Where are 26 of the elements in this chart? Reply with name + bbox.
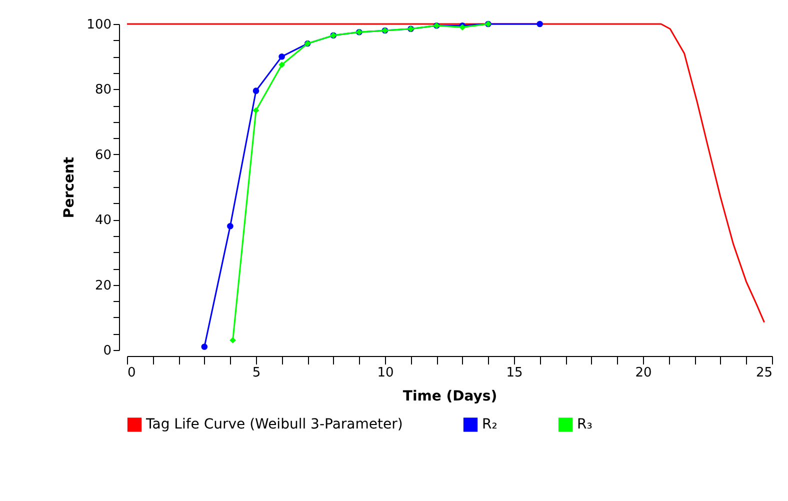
point [252, 107, 260, 114]
line-series [126, 23, 766, 324]
point [278, 53, 285, 60]
y-tick-label: 0 [103, 344, 112, 358]
point [227, 222, 234, 230]
x-tick-label: 20 [635, 366, 652, 380]
point [536, 20, 543, 28]
legend-label: R₃ [577, 416, 592, 433]
x-tick-label: 25 [756, 366, 772, 380]
x-tick-label: 10 [377, 366, 394, 380]
y-tick-label: 80 [94, 82, 112, 98]
x-axis-title: Time (Days) [402, 388, 498, 404]
y-tick-label: 20 [94, 278, 112, 294]
x-tick-label: 5 [252, 366, 261, 380]
point [278, 62, 285, 68]
point [252, 88, 260, 94]
y-axis-title: Percent [62, 156, 78, 218]
x-tick-label: 0 [128, 366, 136, 380]
y-tick-label: 100 [86, 18, 112, 32]
legend-label: R₂ [482, 416, 498, 433]
y-tick-label: 60 [94, 148, 112, 163]
x-tick-label: 15 [506, 366, 523, 380]
legend-label: Tag Life Curve (Weibull 3-Parameter) [145, 416, 403, 433]
y-tick-label: 40 [94, 213, 112, 228]
point [201, 344, 208, 350]
point [230, 337, 236, 344]
